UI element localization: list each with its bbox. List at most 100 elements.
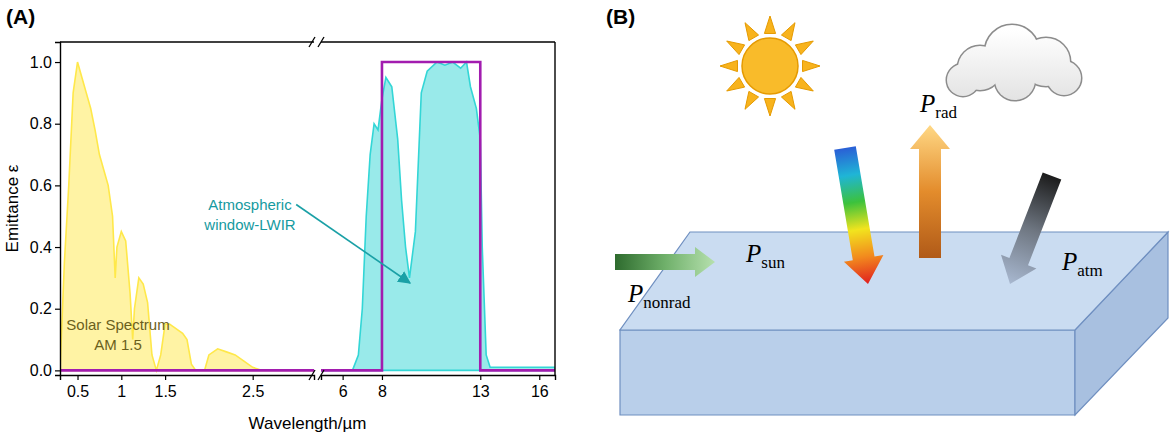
tick-mark — [539, 375, 540, 380]
cloud-puff — [995, 60, 1035, 100]
tick-mark — [121, 375, 122, 380]
tick-label: 1 — [117, 383, 126, 400]
y-tick: 0.0 — [30, 362, 60, 379]
sun-ray — [745, 23, 759, 41]
x-axis: 0.5 1 1.5 2.5 — [61, 375, 315, 400]
tick-label: 1.5 — [154, 383, 176, 400]
x-tick: 8 — [378, 375, 387, 400]
tick-label: 0.2 — [30, 300, 52, 317]
tick-mark — [343, 375, 344, 380]
y-tick: 0.2 — [30, 300, 60, 317]
sun-ray — [781, 91, 795, 109]
x-tick: 0.5 — [67, 375, 89, 400]
tick-mark — [382, 375, 383, 380]
sun-icon — [720, 16, 820, 116]
sun-ray — [781, 23, 795, 41]
tick-mark — [77, 375, 78, 380]
axis-break — [318, 370, 324, 380]
plot-area — [321, 62, 555, 370]
annotation-arrow — [296, 205, 410, 284]
cloud-icon — [947, 25, 1081, 100]
y-tick: 0.6 — [30, 177, 60, 194]
line — [321, 62, 555, 370]
y-axis: 0.0 0.2 0.4 0.6 0.8 1.0 — [30, 43, 61, 379]
axis-line — [322, 376, 556, 381]
sun-ray — [795, 77, 813, 91]
cloud-puff — [947, 64, 979, 96]
figure: (A) (B) 0.5 1 1.5 2.5 0.0 0.2 0.4 0.6 0.8 1.0 6 8 13 16… — [0, 0, 1172, 437]
x-tick: 1 — [117, 375, 126, 400]
tick-label: 0.0 — [30, 362, 52, 379]
tick-mark — [55, 185, 60, 186]
tick-mark — [55, 247, 60, 248]
tick-label: 6 — [339, 383, 348, 400]
sun-ray — [764, 16, 775, 33]
tick-label: 0.5 — [67, 383, 89, 400]
sun-ray — [720, 60, 737, 71]
annotation: Solar SpectrumAM 1.5 — [66, 316, 169, 353]
slab-top — [620, 232, 1168, 330]
tick-label: 0.8 — [30, 115, 52, 132]
cloud-puff — [947, 64, 979, 96]
subscript: rad — [935, 103, 957, 122]
tick-mark — [55, 124, 60, 125]
tick-label: 0.4 — [30, 239, 52, 256]
sun-disc — [742, 38, 798, 94]
x-axis: 6 8 13 16 — [322, 375, 556, 400]
y-tick: 1.0 — [30, 54, 60, 71]
subscript: nonrad — [643, 293, 691, 312]
sun-ray — [727, 77, 745, 91]
sun-ray — [727, 41, 745, 55]
y-tick: 0.4 — [30, 239, 60, 256]
axis-line — [61, 376, 315, 381]
symbol: P — [745, 240, 761, 267]
panel-label: (B) — [606, 5, 635, 28]
tick-mark — [55, 62, 60, 63]
panel-label: (A) — [6, 5, 35, 28]
arrow-sun — [834, 146, 883, 284]
y-axis-title: Emittance ε — [3, 164, 22, 252]
x-tick: 2.5 — [242, 375, 264, 400]
axis-break — [309, 37, 315, 47]
cloud-puff — [995, 60, 1035, 100]
tick-label: 8 — [378, 383, 387, 400]
annotation-line: AM 1.5 — [94, 336, 142, 353]
tick-mark — [480, 375, 481, 380]
axis-break — [318, 37, 324, 47]
plot-area — [60, 62, 314, 370]
symbol: P — [627, 280, 643, 307]
frame — [60, 41, 314, 42]
axis-break — [309, 370, 315, 380]
tick-mark — [165, 375, 166, 380]
tick-label: 0.6 — [30, 177, 52, 194]
subscript: atm — [1077, 261, 1103, 280]
x-tick: 1.5 — [154, 375, 176, 400]
tick-label: 2.5 — [242, 383, 264, 400]
sun-ray — [803, 60, 820, 71]
arrow-nonrad — [615, 247, 715, 277]
power-label: Patm — [1061, 248, 1103, 280]
line — [60, 369, 314, 372]
area — [321, 62, 555, 370]
annotation: Atmosphericwindow-LWIR — [203, 196, 296, 233]
sun-ray — [764, 99, 775, 116]
subscript: sun — [761, 253, 785, 272]
cloud-puff — [1047, 61, 1081, 95]
slab-front — [620, 330, 1075, 415]
y-tick: 0.8 — [30, 115, 60, 132]
tick-label: 16 — [531, 383, 549, 400]
frame — [554, 42, 555, 375]
tick-label: 13 — [472, 383, 490, 400]
power-label: Pnonrad — [627, 280, 691, 312]
x-tick: 13 — [472, 375, 490, 400]
sun-ray — [795, 41, 813, 55]
arrow-rad — [910, 125, 950, 258]
tick-label: 1.0 — [30, 54, 52, 71]
tick-mark — [55, 309, 60, 310]
x-tick: 16 — [531, 375, 549, 400]
power-label: Psun — [745, 240, 785, 272]
annotation-line: window-LWIR — [203, 216, 296, 233]
x-tick: 6 — [339, 375, 348, 400]
symbol: P — [919, 90, 935, 117]
x-axis-title: Wavelength/µm — [249, 414, 367, 433]
